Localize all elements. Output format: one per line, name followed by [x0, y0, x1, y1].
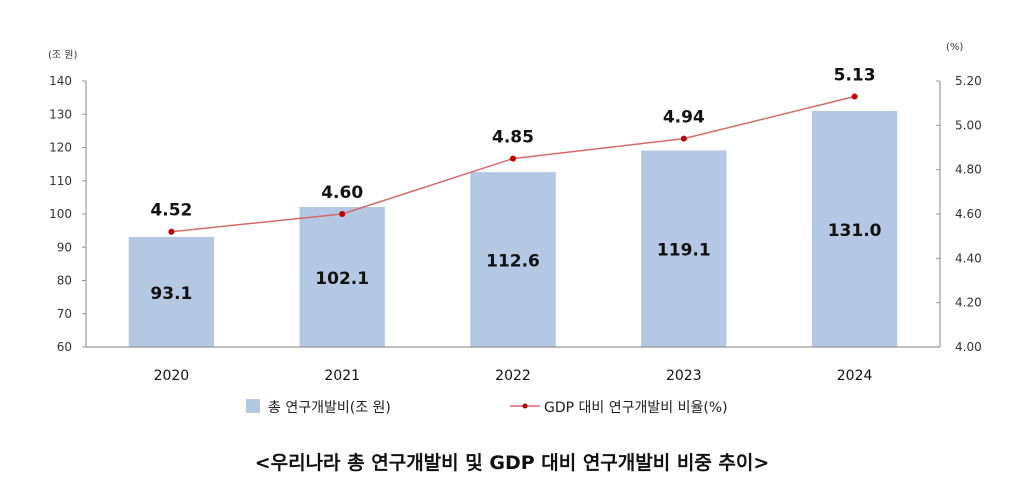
- ratio-point-2022: [510, 155, 516, 162]
- bar-value-label: 119.1: [657, 241, 711, 261]
- bar-value-label: 102.1: [315, 269, 369, 289]
- left-axis-unit: (조 원): [48, 49, 77, 61]
- ratio-point-2024: [851, 93, 858, 100]
- bar-2020: [128, 236, 215, 347]
- ratio-point-2020: [168, 228, 175, 235]
- left-tick-label: 140: [49, 74, 72, 88]
- ratio-value-label: 4.94: [663, 108, 705, 128]
- legend-line-marker: [522, 403, 528, 409]
- bar-2023: [641, 150, 727, 347]
- bar-value-label: 93.1: [150, 284, 192, 304]
- right-tick-label: 4.80: [955, 163, 982, 177]
- legend-line-label: GDP 대비 연구개발비 비율(%): [544, 400, 728, 416]
- left-tick-label: 100: [49, 207, 72, 221]
- right-tick-label: 4.40: [955, 251, 982, 265]
- left-tick-label: 130: [49, 107, 72, 121]
- ratio-value-label: 5.13: [834, 66, 876, 86]
- right-tick-label: 4.60: [955, 207, 982, 221]
- right-axis-unit: (%): [946, 42, 963, 53]
- x-tick-label: 2023: [666, 368, 702, 384]
- right-tick-label: 5.00: [955, 118, 982, 132]
- x-tick-label: 2020: [154, 368, 190, 384]
- left-tick-label: 90: [57, 240, 72, 254]
- right-tick-label: 5.20: [955, 74, 982, 88]
- legend: 총 연구개발비(조 원) GDP 대비 연구개발비 비율(%): [246, 399, 728, 416]
- bar-2021: [299, 207, 385, 347]
- legend-bar-label: 총 연구개발비(조 원): [268, 400, 391, 416]
- ratio-value-label: 4.85: [492, 128, 534, 148]
- ratio-point-2021: [339, 211, 346, 217]
- bar-2024: [811, 110, 898, 347]
- left-tick-label: 120: [49, 141, 72, 155]
- bar-value-label: 112.6: [486, 252, 540, 272]
- bar-2022: [470, 172, 556, 347]
- legend-bar-swatch: [246, 399, 260, 413]
- left-tick-label: 110: [49, 174, 72, 188]
- right-tick-label: 4.00: [955, 340, 982, 354]
- right-tick-label: 4.20: [955, 296, 982, 310]
- x-tick-label: 2021: [324, 368, 360, 384]
- left-tick-label: 70: [57, 307, 72, 321]
- bar-value-label: 131.0: [828, 221, 882, 241]
- left-tick-label: 80: [57, 274, 72, 288]
- left-tick-label: 60: [57, 340, 72, 354]
- ratio-point-2023: [680, 135, 687, 142]
- x-tick-label: 2024: [837, 368, 873, 384]
- chart-title: <우리나라 총 연구개발비 및 GDP 대비 연구개발비 비중 추이>: [255, 452, 770, 474]
- x-tick-label: 2022: [495, 368, 531, 384]
- ratio-value-label: 4.60: [321, 183, 363, 203]
- ratio-value-label: 4.52: [150, 201, 192, 221]
